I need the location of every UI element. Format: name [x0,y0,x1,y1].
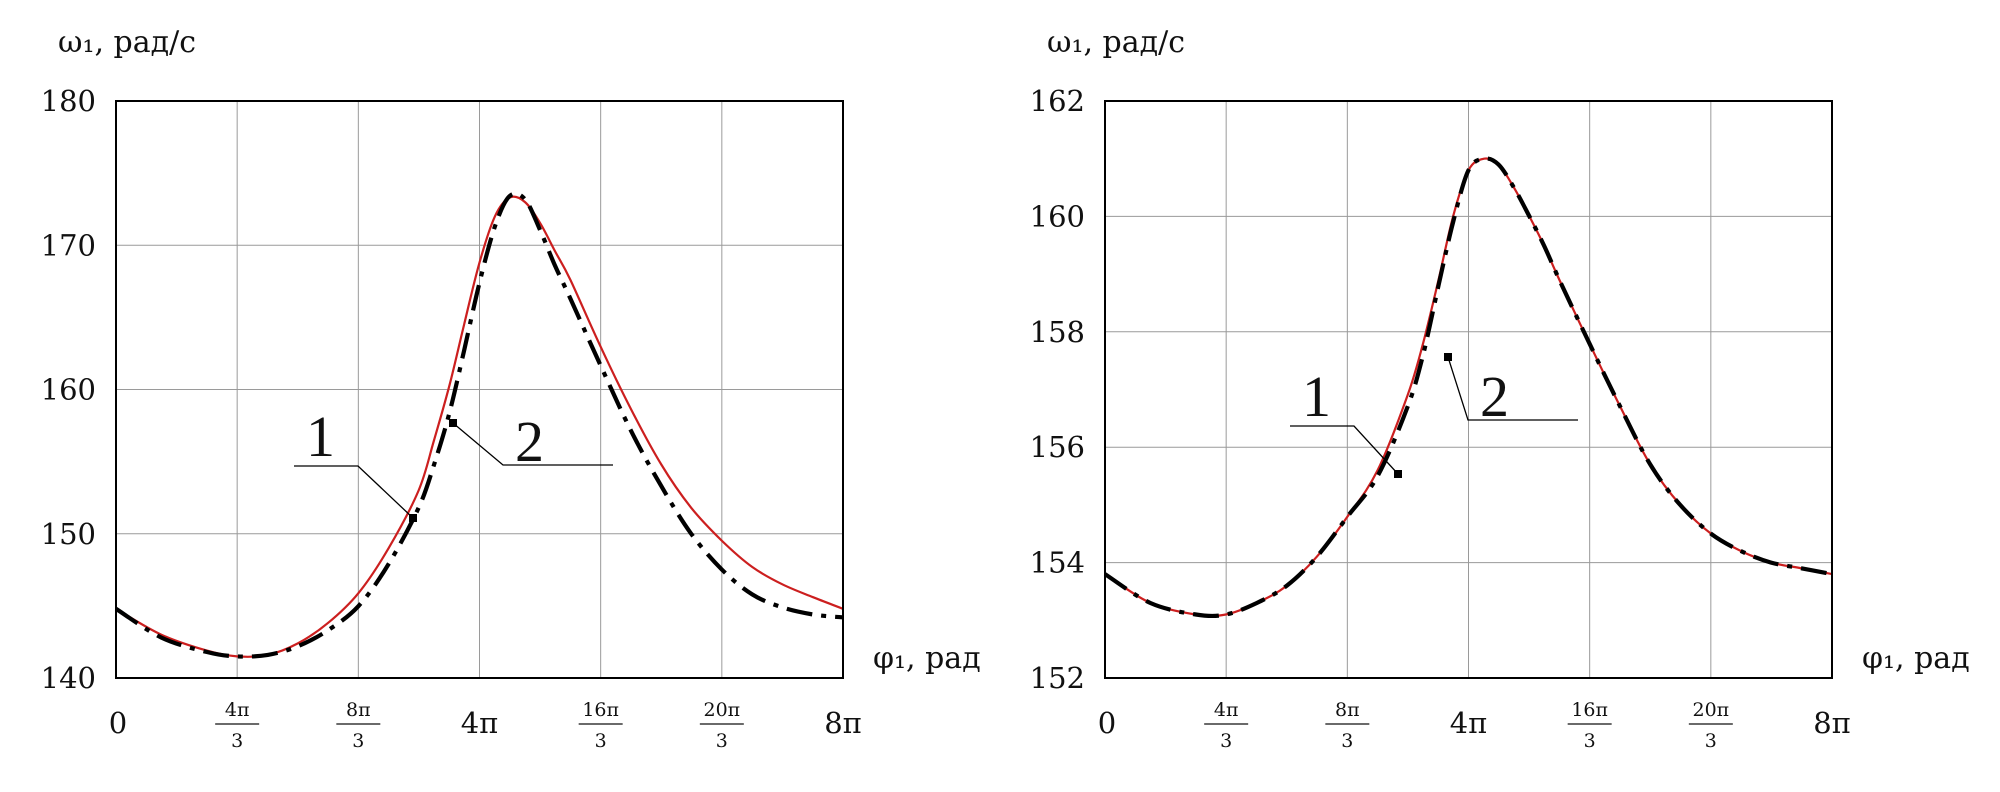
x-tick-numerator: 20π [703,699,740,721]
y-tick-label: 158 [1030,315,1085,349]
x-tick-denominator: 3 [1220,730,1232,752]
x-tick-numerator: 16π [1571,699,1608,721]
x-tick-numerator: 8π [346,699,371,721]
curve-label-1-leader [1290,425,1399,475]
curve-label-1: 1 [1302,364,1331,429]
x-tick-label: 8π [824,706,862,740]
x-tick-denominator: 3 [352,730,364,752]
y-tick-label: 162 [1030,84,1085,118]
x-axis-title: φ₁, рад [873,641,981,676]
x-axis-title: φ₁, рад [1862,641,1970,676]
chart-left: 140 150 160 170 180 0 4π 3 8π 3 4π 16π 3 20π 3 8π ω₁, ра… [41,25,981,752]
x-tick-label: 8π [1813,706,1851,740]
x-tick-denominator: 3 [1584,730,1596,752]
x-tick-label: 0 [1098,706,1116,740]
curve-label-1-marker [1394,470,1402,478]
y-tick-label: 170 [41,228,96,262]
y-tick-label: 160 [41,373,96,407]
series-line-2 [114,191,844,659]
grid [1105,101,1832,678]
y-tick-label: 152 [1030,661,1085,695]
y-tick-label: 160 [1030,199,1085,233]
x-tick-denominator: 3 [1705,730,1717,752]
chart-right: 152 154 156 158 160 162 0 4π 3 8π 3 4π 16π 3 20π 3 8π ω₁,… [1030,25,1970,752]
plot-frame [115,100,844,679]
x-tick-numerator: 20π [1692,699,1729,721]
plot-frame [1104,100,1833,679]
x-tick-numerator: 4π [1214,699,1239,721]
x-tick-label: 4π [461,706,499,740]
x-tick-label: 4π [1450,706,1488,740]
y-tick-label: 180 [41,84,96,118]
y-axis-title: ω₁, рад/с [1047,25,1185,60]
y-tick-label: 156 [1030,430,1085,464]
x-tick-denominator: 3 [231,730,243,752]
x-tick-label: 0 [109,706,127,740]
curve-label-2-leader [452,422,613,466]
x-tick-denominator: 3 [1341,730,1353,752]
x-tick-numerator: 8π [1335,699,1360,721]
y-tick-label: 140 [41,661,96,695]
y-tick-label: 150 [41,517,96,551]
curve-label-2: 2 [515,409,544,474]
x-tick-denominator: 3 [716,730,728,752]
x-tick-numerator: 16π [582,699,619,721]
x-tick-numerator: 4π [225,699,250,721]
curve-label-2-marker [1444,353,1452,361]
y-axis-title: ω₁, рад/с [58,25,196,60]
curve-label-1: 1 [306,404,335,469]
curve-label-1-leader [294,465,414,519]
series-line-1 [115,195,844,658]
curve-label-2-leader [1447,356,1578,421]
curve-label-2-marker [449,419,457,427]
curve-label-1-marker [409,514,417,522]
y-tick-label: 154 [1030,546,1085,580]
series-line-2 [1103,156,1833,619]
curve-label-2: 2 [1480,364,1509,429]
grid [116,101,843,678]
x-tick-denominator: 3 [595,730,607,752]
